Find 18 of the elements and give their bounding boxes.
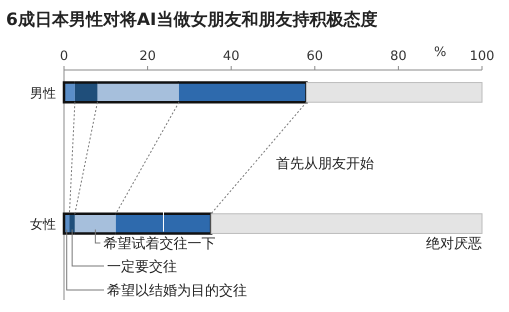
x-tick-label: 100	[470, 49, 494, 64]
x-tick-label: 20	[139, 49, 156, 64]
bar	[306, 82, 482, 103]
bar	[62, 212, 71, 235]
x-tick-label: 0	[60, 49, 68, 64]
series-label: 绝对厌恶	[426, 236, 482, 252]
x-tick-label: 80	[390, 49, 407, 64]
x-axis-title: %	[434, 45, 446, 60]
bar	[210, 213, 482, 234]
x-tick-label: 40	[222, 49, 240, 64]
text: 希望以结婚为目的交往	[107, 283, 247, 299]
y-tick-label: 男性	[30, 86, 56, 102]
x-tick-label: 60	[306, 49, 324, 64]
chart-title: 6成日本男性对将AI当做女朋友和朋友持积极态度	[6, 10, 378, 30]
text: 一定要交往	[107, 259, 177, 275]
text: 首先从朋友开始	[276, 156, 374, 172]
series-label: 希望试着交往一下	[103, 236, 216, 252]
y-tick-label: 女性	[30, 218, 56, 233]
